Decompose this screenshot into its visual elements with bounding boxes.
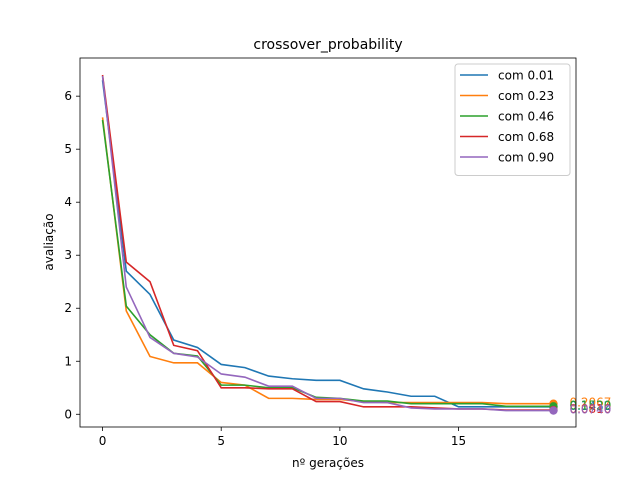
legend: com 0.01 com 0.23 com 0.46 com 0.68 com 0.90 [454,63,571,176]
series-end-point [549,406,558,415]
x-tick-label: 10 [332,434,347,448]
series-end-label: 0.2067 [569,396,611,410]
legend-label: com 0.23 [498,89,554,103]
chart-title: crossover_probability [253,37,402,53]
plot-frame [79,57,577,428]
legend-label: com 0.46 [498,110,554,124]
legend-box [454,63,571,176]
x-tick-label: 0 [99,434,107,448]
y-tick-label: 4 [64,195,72,209]
x-axis-label: nº gerações [292,456,364,470]
series-line [101,75,554,412]
series-line [101,80,554,408]
y-tick-label: 6 [64,89,72,103]
legend-label: com 0.90 [498,151,554,165]
y-tick-label: 0 [64,407,72,421]
legend-label: com 0.01 [498,69,554,83]
y-tick-label: 3 [64,248,72,262]
series-line [101,117,554,405]
y-axis: 0 1 2 3 4 5 6 [64,89,80,421]
x-tick-label: 5 [217,434,225,448]
y-tick-label: 1 [64,354,72,368]
series-end-label: 0.0740 [569,403,611,417]
series-end-label: 0.1432 [569,399,611,413]
series-end-label: 0.1520 [569,398,611,412]
x-tick-label: 15 [451,434,466,448]
y-axis-label: avaliação [42,213,56,270]
y-tick-label: 5 [64,142,72,156]
series-end-label: 0.0810 [569,402,611,416]
y-tick-label: 2 [64,301,72,315]
legend-label: com 0.68 [498,130,554,144]
x-axis: 0 5 10 15 [99,427,466,448]
